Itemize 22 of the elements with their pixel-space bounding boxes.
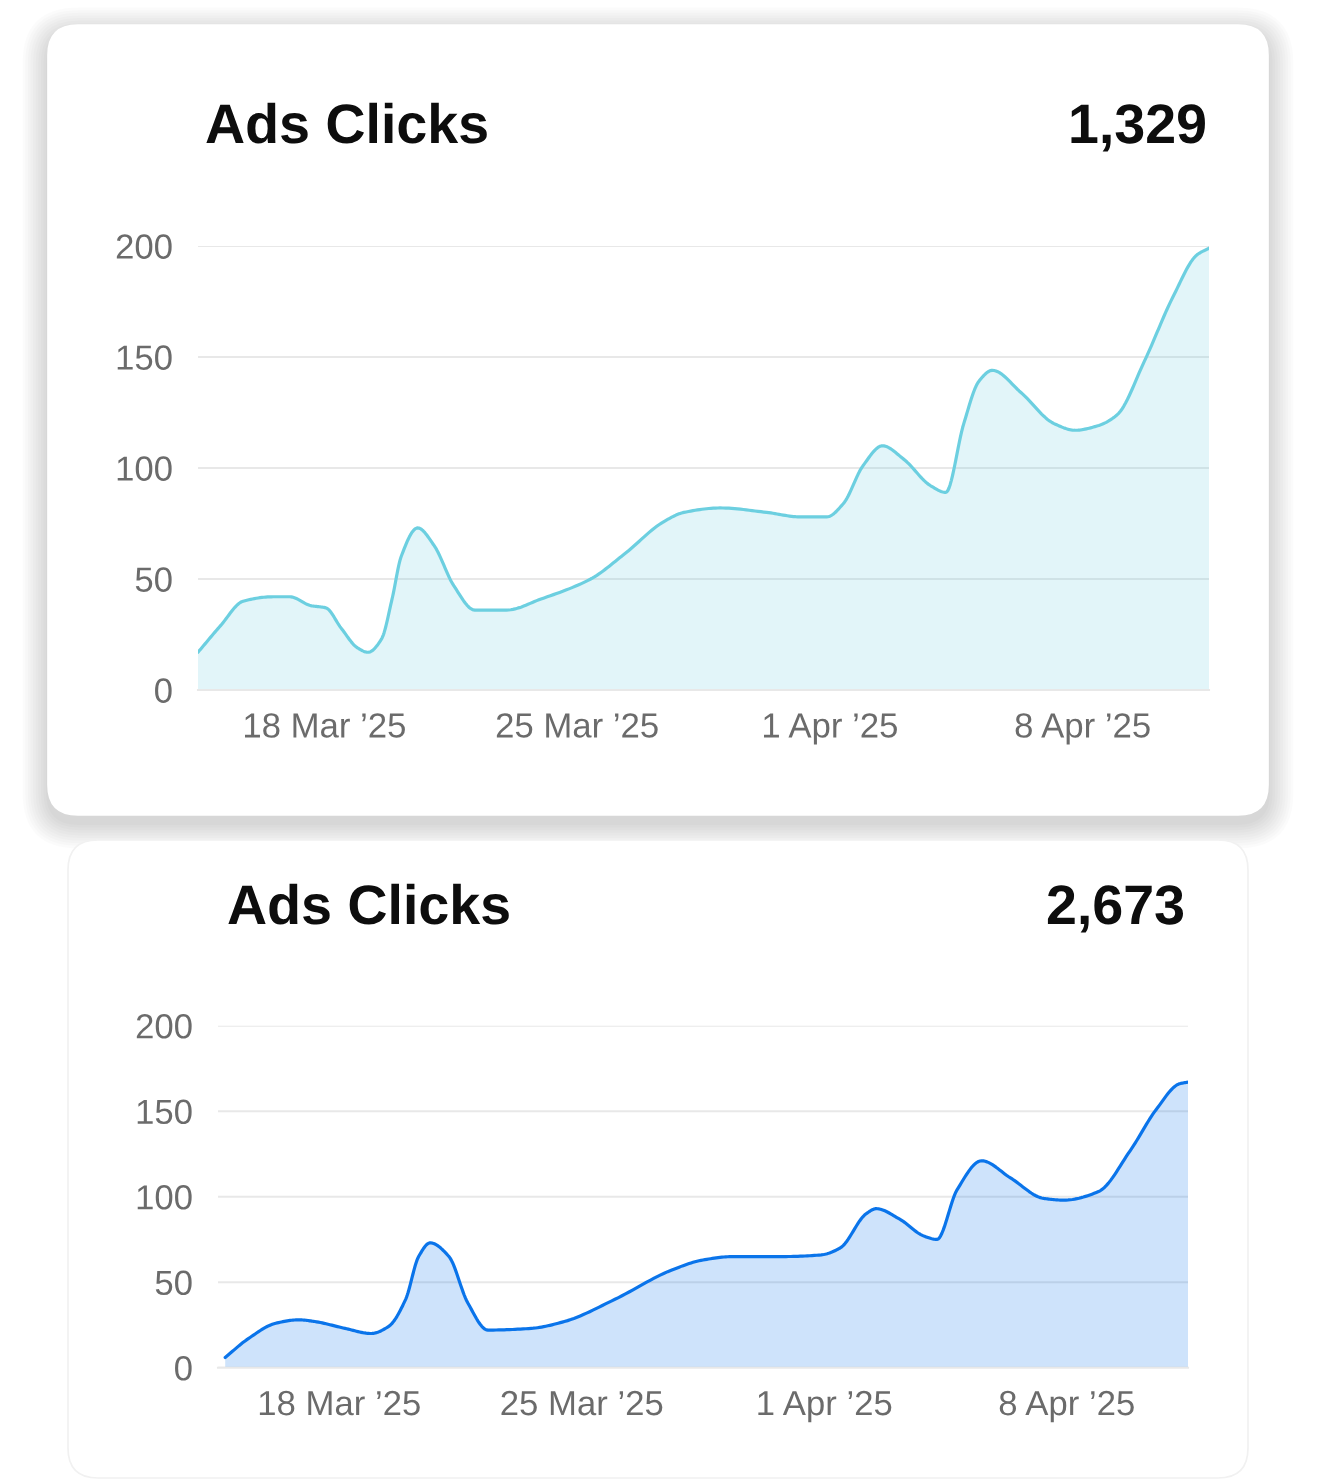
x-tick-label: 8 Apr ’25 [1015,713,1150,745]
chart-title: Ads Clicks [206,102,487,144]
y-tick-label: 150 [117,345,172,370]
y-tick-label: 100 [137,1185,192,1210]
y-tick-label: 200 [136,1014,192,1039]
y-tick-label: 0 [155,678,172,703]
x-tick-label: 8 Apr ’25 [999,1390,1134,1423]
y-tick-label: 0 [175,1356,192,1381]
y-tick-label: 50 [155,1270,192,1296]
x-tick-label: 25 Mar ’25 [501,1390,663,1416]
chart-title: Ads Clicks [228,883,509,925]
text: 1,329 [1071,104,1205,152]
y-tick-label: 150 [137,1099,192,1125]
x-tick-label: 18 Mar ’25 [259,1390,420,1416]
x-tick-label: 18 Mar ’25 [245,713,405,738]
y-tick-label: 200 [116,234,172,259]
x-tick-label: 1 Apr ’25 [763,713,897,745]
text: 2,673 [1047,885,1184,933]
x-tick-label: 25 Mar ’25 [496,713,658,738]
y-tick-label: 100 [117,456,172,481]
y-tick-label: 50 [135,567,172,592]
x-tick-label: 1 Apr ’25 [758,1390,892,1423]
